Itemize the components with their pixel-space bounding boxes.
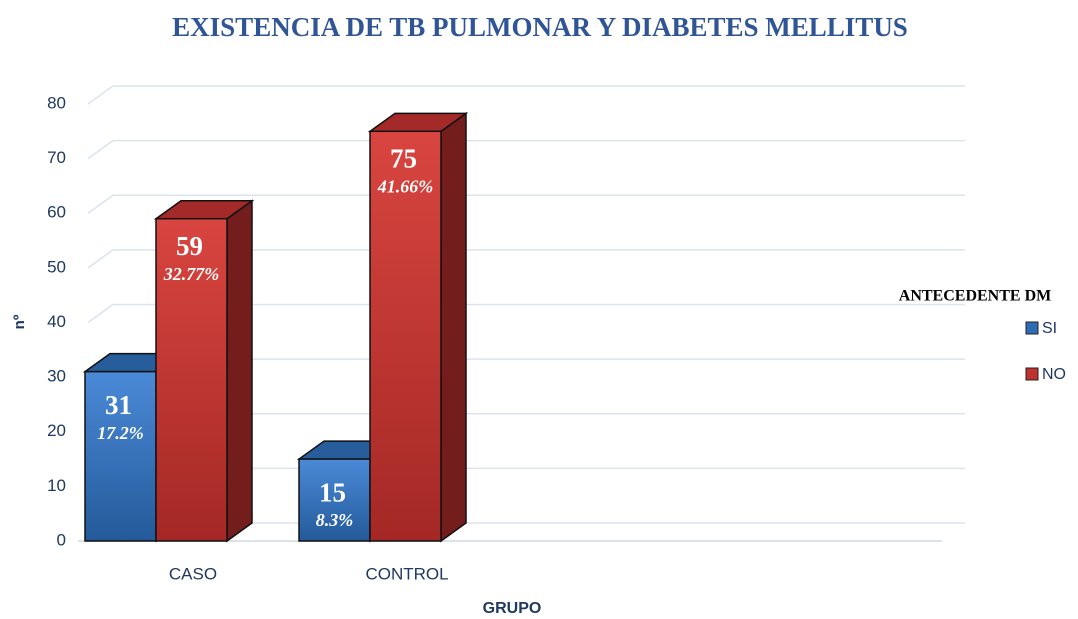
legend-swatch xyxy=(1025,367,1039,381)
grid-line xyxy=(87,85,965,105)
bar xyxy=(369,130,442,542)
grid-line xyxy=(87,249,965,269)
y-tick-label: 30 xyxy=(47,367,66,386)
y-tick-label: 0 xyxy=(57,530,66,549)
grid-line xyxy=(87,303,965,324)
y-tick-label: 20 xyxy=(47,421,66,440)
grid-line xyxy=(87,139,965,160)
x-tick-label: CONTROL xyxy=(365,564,448,583)
y-axis-title: nº xyxy=(11,314,28,329)
bar xyxy=(84,370,157,542)
y-tick-label: 80 xyxy=(47,93,66,112)
data-label: 31 xyxy=(105,390,132,420)
legend-swatch xyxy=(1025,321,1039,335)
bar-side xyxy=(226,199,253,543)
percent-label: 8.3% xyxy=(316,510,354,530)
bar-side xyxy=(440,111,467,543)
x-tick-label: CASO xyxy=(169,564,217,583)
bar xyxy=(298,458,371,542)
y-tick-label: 60 xyxy=(47,203,66,222)
data-label: 75 xyxy=(390,144,417,174)
bar xyxy=(155,217,228,542)
chart-title: EXISTENCIA DE TB PULMONAR Y DIABETES MEL… xyxy=(172,12,908,42)
grid-line xyxy=(87,194,965,214)
y-tick-label: 50 xyxy=(47,257,66,276)
percent-label: 32.77% xyxy=(163,264,220,284)
legend-label: SI xyxy=(1042,320,1057,337)
y-tick-label: 40 xyxy=(47,312,66,331)
y-tick-label: 10 xyxy=(47,476,66,495)
legend-label: NO xyxy=(1042,366,1066,383)
data-label: 15 xyxy=(319,477,346,507)
x-axis-title: GRUPO xyxy=(483,600,542,617)
legend-title: ANTECEDENTE DM xyxy=(899,288,1051,305)
y-tick-label: 70 xyxy=(47,148,66,167)
data-label: 59 xyxy=(176,231,203,261)
percent-label: 41.66% xyxy=(377,176,434,196)
percent-label: 17.2% xyxy=(97,423,144,443)
